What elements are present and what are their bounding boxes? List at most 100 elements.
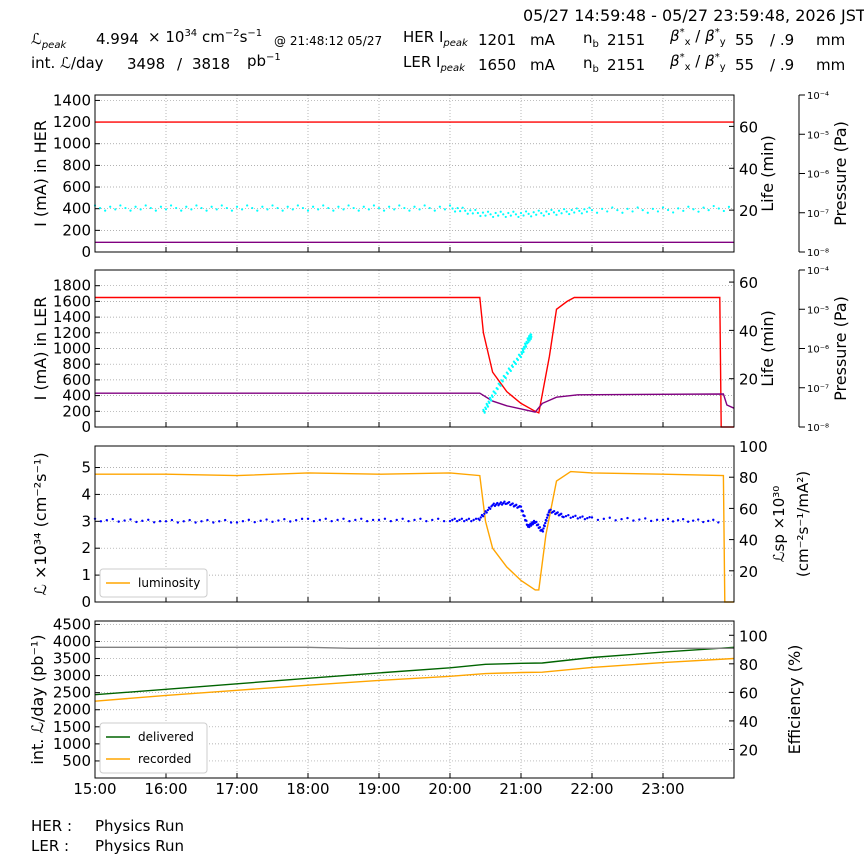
lifetime-point (388, 205, 391, 208)
her-status-label: HER : (31, 817, 73, 835)
lifetime-point (552, 211, 556, 214)
lifetime-point (687, 205, 690, 208)
her-beta-unit: mm (816, 31, 846, 49)
specific-luminosity-point (470, 519, 473, 523)
lifetime-point (509, 214, 512, 217)
specific-luminosity-point (483, 512, 486, 516)
y2-axis-label: Life (min) (758, 135, 777, 212)
specific-luminosity-point (294, 518, 298, 522)
lifetime-point (494, 392, 497, 395)
lifetime-point (469, 209, 472, 212)
y-tick-label: 2000 (53, 701, 91, 719)
y-tick-label: 1800 (53, 277, 91, 295)
lifetime-point (656, 210, 660, 213)
lifetime-point (448, 204, 452, 207)
y2-axis-label: Life (min) (758, 310, 777, 387)
lifetime-point (672, 211, 675, 214)
lifetime-point (514, 213, 518, 216)
pressure-tick-label: 10⁻⁵ (807, 130, 829, 141)
x-tick-label: 21:00 (499, 780, 542, 798)
specific-luminosity-point (99, 520, 103, 523)
y-axis-label: I (mA) in LER (31, 297, 50, 401)
lifetime-point (636, 206, 639, 209)
pressure-tick-label: 10⁻⁷ (807, 209, 829, 220)
lifetime-point (563, 208, 566, 211)
lifetime-point (717, 207, 720, 210)
lifetime-point (519, 356, 523, 359)
lifetime-point (164, 208, 168, 211)
lifetime-point (527, 212, 530, 215)
lifetime-point (486, 210, 490, 213)
specific-luminosity-point (676, 519, 680, 522)
specific-luminosity-point (383, 517, 387, 520)
her-nb-label: nb (583, 29, 599, 50)
y-tick-label: 4000 (53, 632, 91, 650)
pressure-tick-label: 10⁻⁷ (807, 384, 829, 395)
lifetime-point (677, 207, 680, 210)
specific-luminosity-point (318, 518, 322, 522)
y-tick-label: 0 (81, 593, 91, 611)
y-tick-label: 3000 (53, 667, 91, 685)
y-tick-label: 0 (81, 243, 91, 261)
ler-nb-label: nb (583, 54, 599, 75)
specific-luminosity-point (141, 519, 144, 523)
specific-luminosity-point (499, 501, 503, 504)
specific-luminosity-point (365, 519, 369, 523)
y-tick-label: 600 (62, 371, 91, 389)
luminosity-line (95, 470, 734, 603)
lifetime-point (520, 352, 524, 355)
lifetime-point (651, 207, 654, 210)
x-tick-label: 15:00 (73, 780, 116, 798)
y-tick-label: 600 (62, 178, 91, 196)
specific-luminosity-point (259, 519, 262, 523)
pressure-tick-label: 10⁻⁶ (807, 345, 829, 356)
y-tick-label: 400 (62, 200, 91, 218)
luminosity-peak-time: @ 21:48:12 05/27 (274, 34, 383, 48)
y2-tick-label: 20 (739, 741, 758, 759)
lifetime-point (235, 205, 239, 208)
y-tick-label: 200 (62, 402, 91, 420)
plot-frame (94, 445, 735, 603)
lifetime-point (509, 369, 512, 373)
lifetime-point (641, 209, 644, 212)
efficiency-line (95, 646, 734, 649)
specific-luminosity-point (129, 518, 132, 521)
lifetime-point (393, 208, 396, 211)
ler-status-label: LER : (31, 837, 70, 855)
lifetime-point (524, 210, 528, 213)
y-axis-label: I (mA) in HER (31, 120, 50, 227)
lifetime-point (499, 384, 502, 387)
specific-luminosity-point (567, 513, 570, 517)
specific-luminosity-point (342, 517, 345, 520)
lifetime-point (702, 206, 705, 209)
lifetime-point (124, 206, 127, 210)
specific-luminosity-point (545, 519, 548, 522)
specific-luminosity-point (671, 520, 675, 523)
ler-nb-value: 2151 (607, 56, 646, 74)
y2-tick-label: 60 (739, 118, 758, 136)
lifetime-point (481, 211, 485, 214)
specific-luminosity-point (649, 519, 653, 523)
specific-luminosity-point (541, 530, 545, 533)
specific-luminosity-point (164, 520, 168, 523)
lifetime-point (530, 335, 533, 338)
x-tick-label: 22:00 (570, 780, 613, 798)
lifetime-point (291, 208, 294, 211)
lifetime-point (666, 208, 670, 212)
x-tick-label: 19:00 (357, 780, 400, 798)
lifetime-point (261, 205, 264, 208)
lifetime-point (220, 204, 223, 207)
specific-luminosity-point (223, 518, 227, 522)
lifetime-point (461, 206, 464, 209)
lifetime-point (382, 209, 386, 212)
lifetime-point (451, 207, 454, 210)
specific-luminosity-point (458, 518, 461, 522)
her-peak-value: 1201 (478, 31, 517, 49)
her-beta-label: β*x / β*y (670, 27, 726, 48)
lifetime-point (476, 211, 479, 215)
ler-beta-x: 55 (735, 56, 755, 74)
lifetime-point (438, 205, 441, 208)
y2-axis-label-line: (cm⁻²s⁻¹/mA²) (794, 471, 812, 577)
pressure-tick-label: 10⁻⁶ (807, 170, 829, 181)
